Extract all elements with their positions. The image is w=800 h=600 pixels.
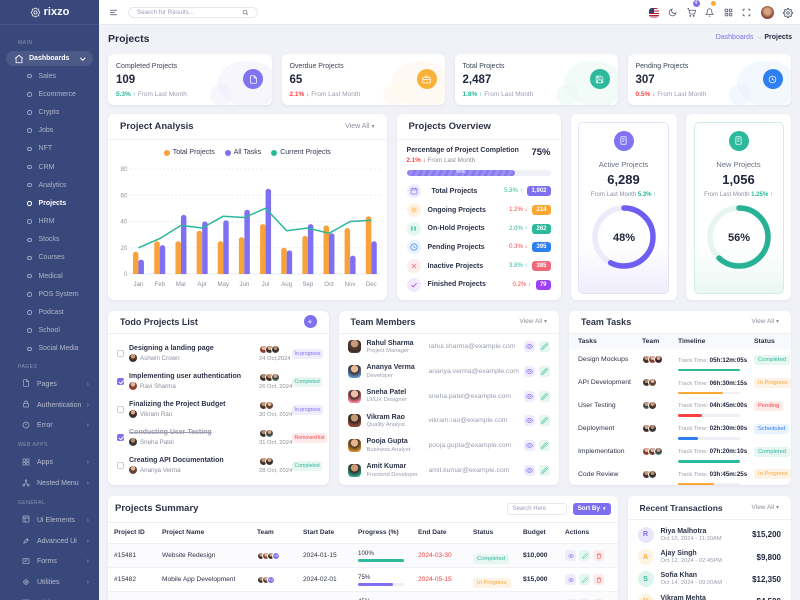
svg-text:Sep: Sep (302, 282, 313, 288)
svg-text:40: 40 (121, 220, 128, 226)
svg-text:48%: 48% (612, 232, 634, 244)
svg-text:May: May (218, 282, 229, 288)
svg-text:0: 0 (124, 272, 128, 278)
svg-text:80: 80 (121, 167, 128, 173)
svg-text:Feb: Feb (155, 282, 166, 288)
svg-text:Mar: Mar (176, 282, 186, 288)
svg-text:Nov: Nov (345, 282, 356, 288)
svg-text:Apr: Apr (197, 282, 206, 288)
svg-text:Jun: Jun (239, 282, 249, 288)
svg-text:60: 60 (121, 193, 128, 199)
svg-text:Aug: Aug (281, 282, 292, 288)
svg-text:56%: 56% (727, 232, 749, 244)
svg-text:Oct: Oct (324, 282, 334, 288)
svg-text:Jan: Jan (134, 282, 144, 288)
svg-text:20: 20 (121, 246, 128, 252)
svg-text:Jul: Jul (262, 282, 270, 288)
svg-text:Dec: Dec (366, 282, 377, 288)
